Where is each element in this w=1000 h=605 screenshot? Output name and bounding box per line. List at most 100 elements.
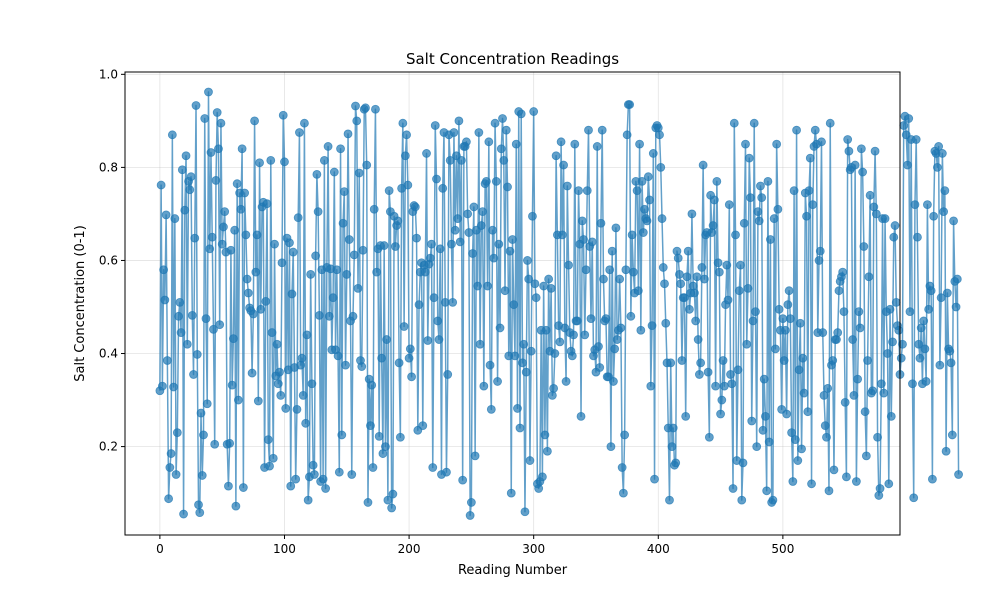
data-point <box>749 118 759 128</box>
data-point <box>349 250 359 260</box>
data-point <box>306 270 316 279</box>
data-point <box>420 267 430 277</box>
data-point <box>367 380 377 390</box>
data-point <box>453 214 463 223</box>
data-point <box>332 265 342 275</box>
data-point <box>308 460 318 470</box>
data-point <box>388 489 398 499</box>
data-point <box>848 335 858 344</box>
data-point <box>541 325 551 335</box>
data-point <box>766 235 775 244</box>
data-point <box>454 116 464 126</box>
data-point <box>470 451 480 461</box>
data-point <box>773 204 783 214</box>
data-point <box>539 281 549 291</box>
data-point <box>217 239 227 249</box>
data-point <box>382 335 392 344</box>
data-point <box>885 304 895 314</box>
data-point <box>344 235 354 244</box>
data-point <box>179 509 188 519</box>
data-point <box>798 353 808 363</box>
data-point <box>381 442 390 451</box>
data-point <box>211 176 221 185</box>
data-point <box>618 488 628 498</box>
data-point <box>888 337 897 347</box>
data-point <box>822 432 831 442</box>
data-point <box>612 335 622 344</box>
data-point <box>611 223 621 233</box>
data-point <box>792 125 801 135</box>
data-point <box>448 297 458 307</box>
data-point <box>540 430 550 440</box>
data-point <box>404 353 414 363</box>
data-point <box>450 225 460 235</box>
data-point <box>268 453 278 463</box>
data-point <box>734 286 744 296</box>
data-point <box>241 230 251 240</box>
data-point <box>645 195 654 205</box>
x-tick-label: 300 <box>522 542 545 556</box>
data-point <box>879 388 889 398</box>
data-point <box>774 304 784 314</box>
data-point <box>374 431 384 441</box>
data-point <box>227 380 237 390</box>
data-point <box>495 323 505 333</box>
data-point <box>171 470 181 479</box>
data-point <box>768 495 778 505</box>
data-point <box>556 137 566 147</box>
data-point <box>622 130 632 140</box>
data-point <box>738 458 748 468</box>
data-point <box>853 374 863 384</box>
data-point <box>682 272 692 282</box>
data-point <box>817 137 826 147</box>
data-point <box>656 162 666 172</box>
data-point <box>754 216 764 226</box>
data-point <box>270 239 279 249</box>
data-point <box>581 265 591 275</box>
data-point <box>843 135 853 144</box>
data-point <box>627 230 637 240</box>
data-point <box>871 209 881 219</box>
data-point <box>915 353 925 363</box>
data-point <box>192 350 202 359</box>
data-point <box>276 390 286 400</box>
data-point <box>474 128 484 137</box>
data-point <box>855 323 865 333</box>
y-tick-label: 0.6 <box>99 253 118 267</box>
data-point <box>605 265 615 275</box>
data-point <box>789 186 799 196</box>
data-point <box>698 160 708 170</box>
data-point <box>673 253 683 263</box>
data-point <box>858 167 868 177</box>
data-point <box>883 349 892 358</box>
data-point <box>797 444 806 454</box>
data-point <box>412 233 421 243</box>
data-point <box>405 344 415 354</box>
data-point <box>952 274 962 284</box>
data-point <box>842 472 851 482</box>
data-point <box>708 221 718 230</box>
data-point <box>903 160 912 170</box>
data-point <box>899 121 909 130</box>
data-point <box>875 484 885 493</box>
data-point <box>607 246 617 256</box>
data-point <box>247 368 257 378</box>
data-point <box>186 172 196 182</box>
data-point <box>457 156 466 165</box>
data-point <box>272 339 282 349</box>
data-point <box>484 137 494 147</box>
data-point <box>625 100 635 109</box>
data-point <box>428 463 438 472</box>
data-point <box>647 321 657 331</box>
data-point <box>778 314 788 324</box>
data-point <box>230 225 240 235</box>
data-point <box>207 232 217 242</box>
data-point <box>483 281 492 291</box>
data-point <box>508 235 517 244</box>
data-point <box>753 207 763 217</box>
data-point <box>549 384 559 393</box>
data-point <box>195 508 205 518</box>
data-point <box>790 435 800 445</box>
data-point <box>319 156 329 165</box>
data-point <box>758 425 768 435</box>
